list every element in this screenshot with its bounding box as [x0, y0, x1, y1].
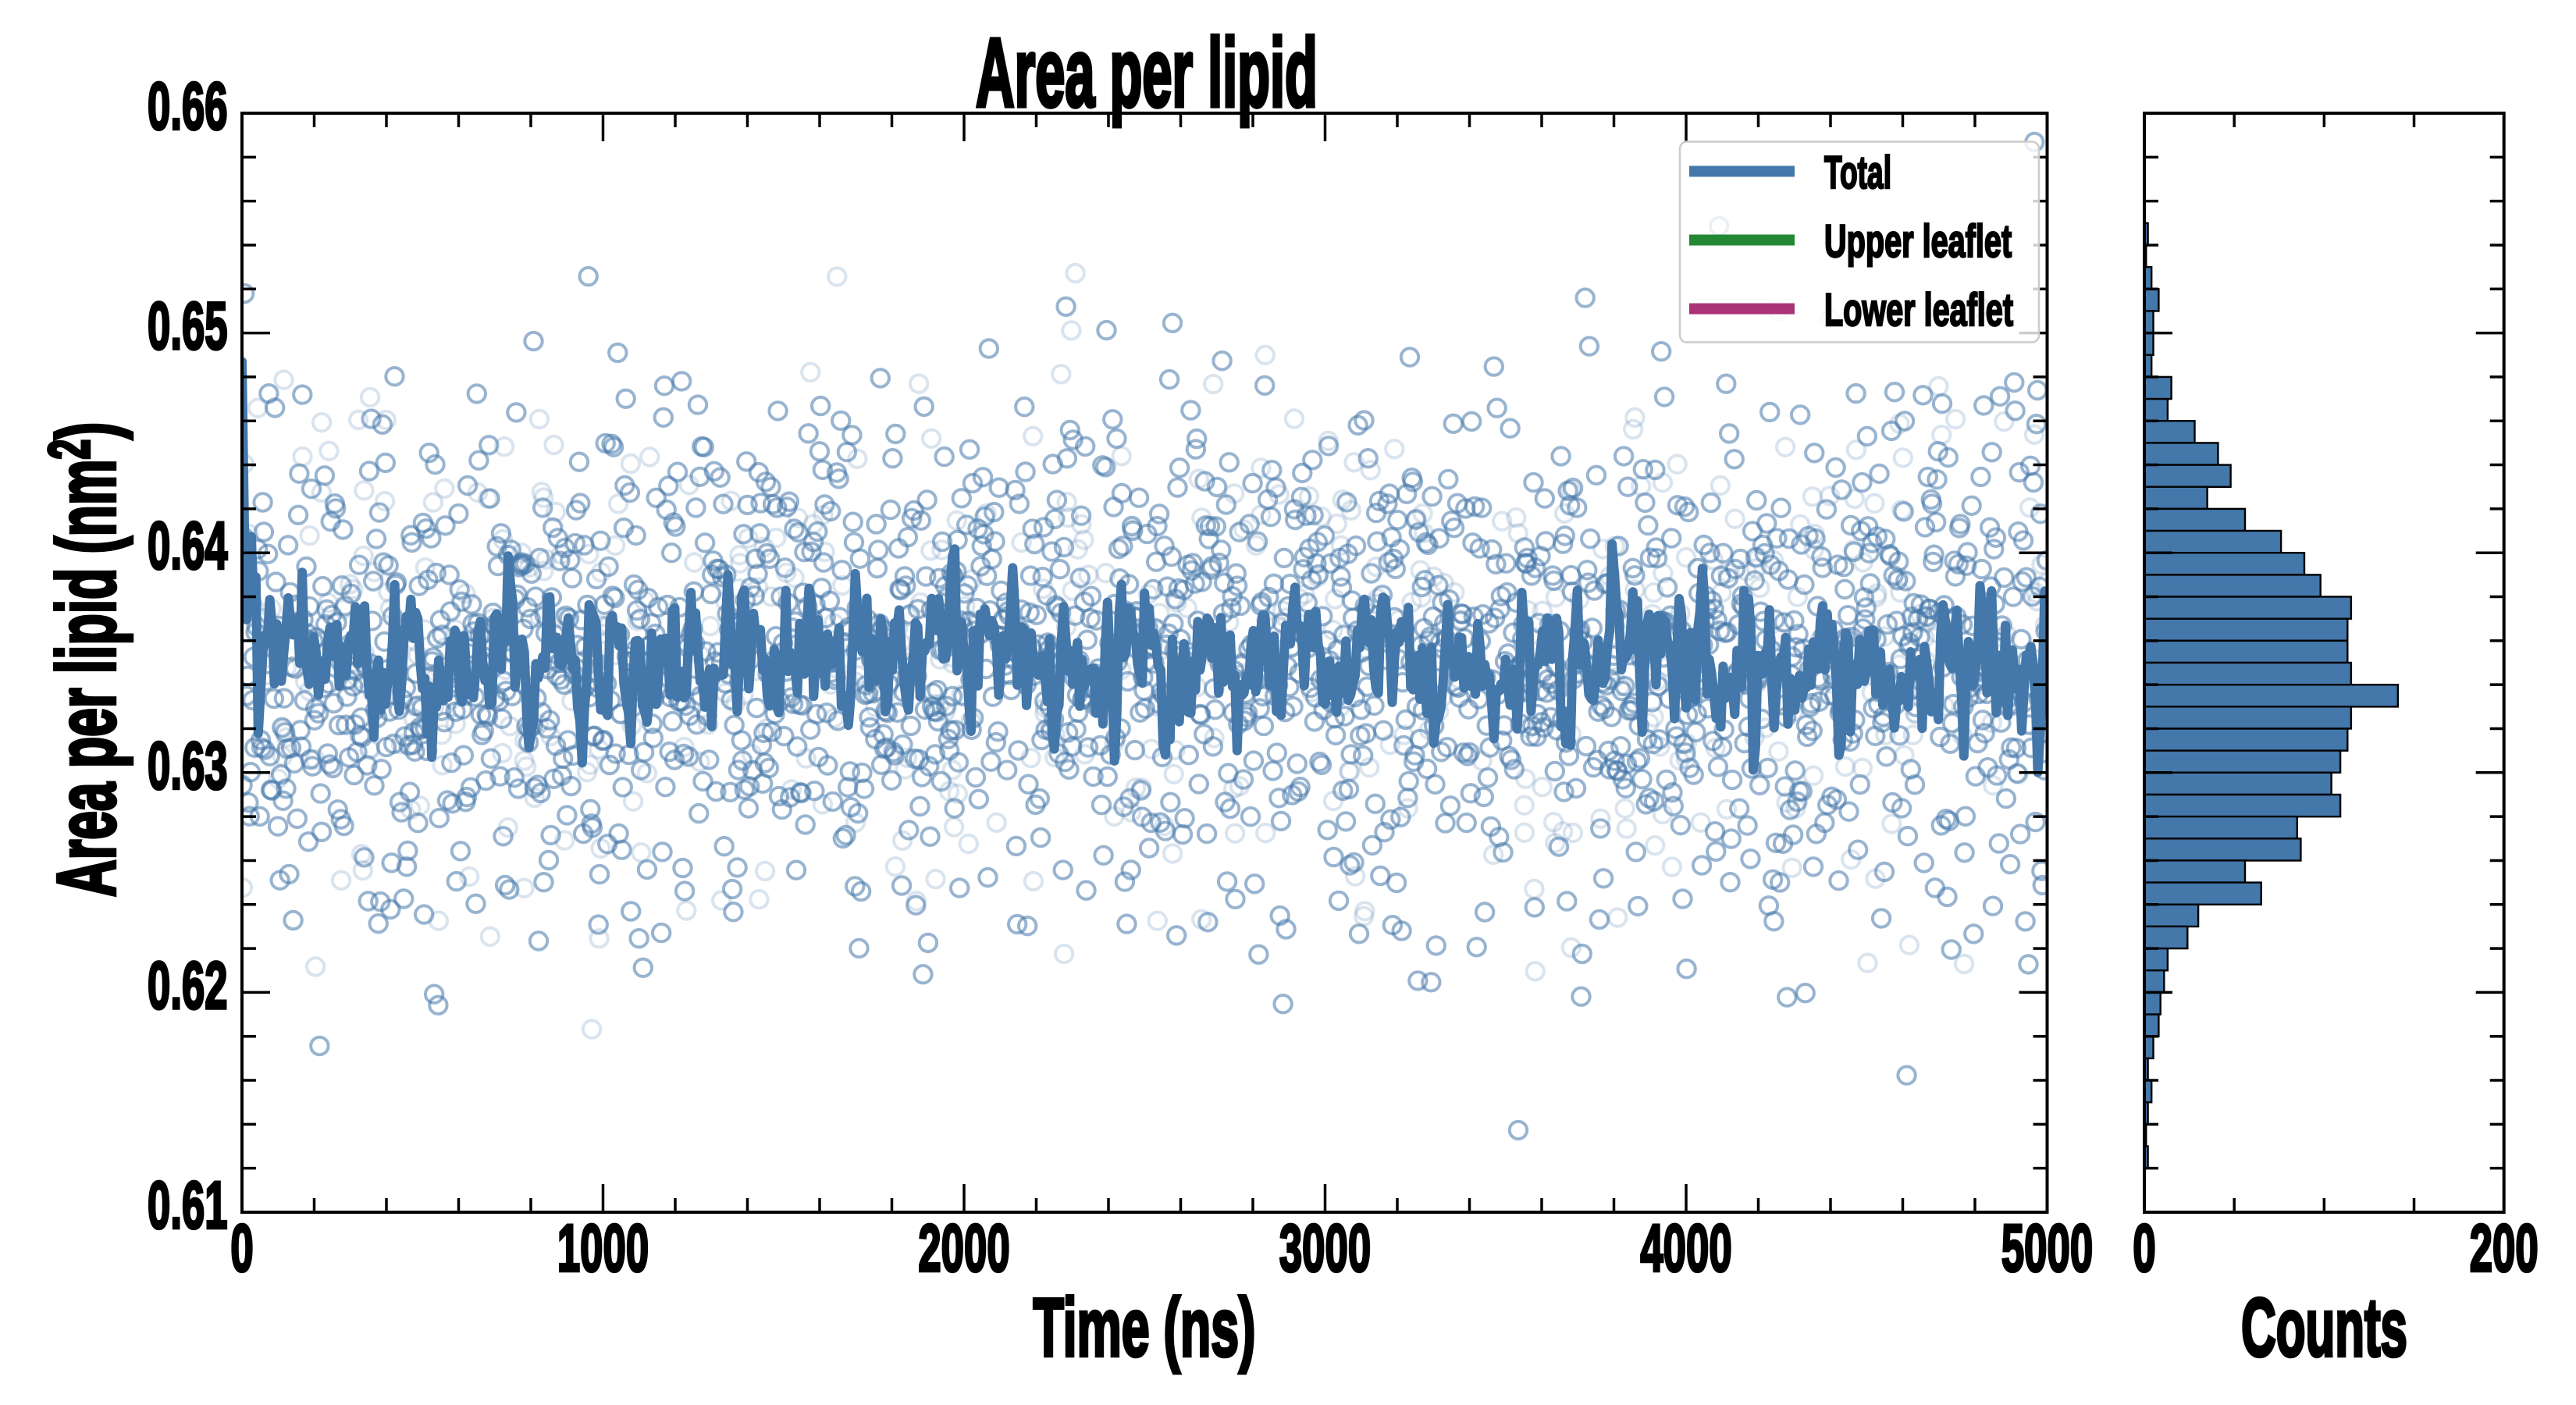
svg-text:Counts: Counts: [2241, 1282, 2407, 1374]
svg-text:0.65: 0.65: [148, 289, 227, 364]
svg-text:Time (ns): Time (ns): [1033, 1282, 1255, 1374]
svg-text:1000: 1000: [557, 1211, 649, 1286]
svg-text:4000: 4000: [1640, 1211, 1731, 1286]
svg-text:0.66: 0.66: [148, 69, 227, 144]
svg-text:Total: Total: [1824, 147, 1891, 198]
svg-text:Lower leaflet: Lower leaflet: [1824, 284, 2013, 336]
svg-text:0: 0: [2133, 1211, 2155, 1286]
svg-text:Area per lipid: Area per lipid: [976, 19, 1318, 127]
svg-text:0.61: 0.61: [148, 1168, 227, 1243]
svg-text:0: 0: [230, 1211, 253, 1286]
svg-text:Area per lipid (nm2): Area per lipid (nm2): [37, 422, 133, 897]
svg-text:0.64: 0.64: [148, 509, 228, 584]
svg-text:5000: 5000: [2001, 1211, 2093, 1286]
svg-text:0.63: 0.63: [148, 728, 227, 803]
svg-text:Upper leaflet: Upper leaflet: [1824, 215, 2012, 267]
svg-text:2000: 2000: [918, 1211, 1009, 1286]
svg-text:3000: 3000: [1279, 1211, 1371, 1286]
svg-text:0.62: 0.62: [148, 948, 227, 1023]
svg-text:200: 200: [2470, 1211, 2539, 1286]
